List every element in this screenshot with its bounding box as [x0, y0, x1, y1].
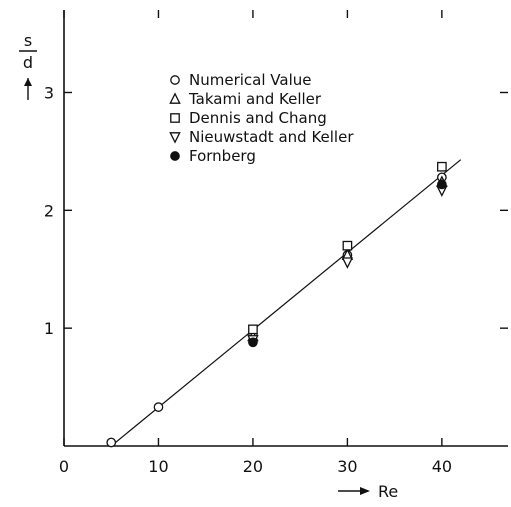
- data-point: [342, 240, 353, 251]
- x-tick-label: 0: [59, 457, 69, 476]
- data-point: [248, 324, 258, 335]
- axes: 0 10 20 30 40 1 2 3 sd Re: [19, 10, 508, 501]
- data-point: [248, 337, 258, 348]
- x-tick-label: 10: [148, 457, 168, 476]
- legend-marker: [169, 92, 181, 104]
- data-point: [341, 257, 354, 269]
- legend-label: Numerical Value: [189, 71, 311, 89]
- y-axis-label-denominator: d: [23, 53, 33, 72]
- data-point: [106, 437, 117, 448]
- fit-line: [110, 159, 462, 447]
- y-axis-label-numerator: s: [24, 31, 32, 50]
- x-tick-label: 40: [432, 457, 452, 476]
- fit-line-group: [110, 159, 462, 447]
- data-point: [153, 402, 164, 412]
- y-tick-label: 1: [44, 319, 54, 338]
- legend-marker: [170, 75, 180, 85]
- data-point: [437, 161, 447, 172]
- data-points: [106, 161, 448, 448]
- legend-marker: [169, 132, 181, 144]
- legend-label: Fornberg: [189, 147, 256, 165]
- legend-label: Nieuwstadt and Keller: [189, 128, 354, 146]
- y-axis-arrowhead: [24, 78, 32, 86]
- legend-marker: [170, 151, 180, 161]
- x-axis-label: Re: [378, 482, 398, 501]
- x-axis-arrowhead: [360, 487, 370, 495]
- legend-label: Takami and Keller: [188, 90, 322, 108]
- y-tick-label: 3: [44, 83, 54, 102]
- legend-label: Dennis and Chang: [189, 109, 327, 127]
- legend-marker: [170, 113, 180, 123]
- x-tick-label: 20: [243, 457, 263, 476]
- y-tick-label: 2: [44, 201, 54, 220]
- x-tick-label: 30: [337, 457, 357, 476]
- data-point: [437, 179, 447, 190]
